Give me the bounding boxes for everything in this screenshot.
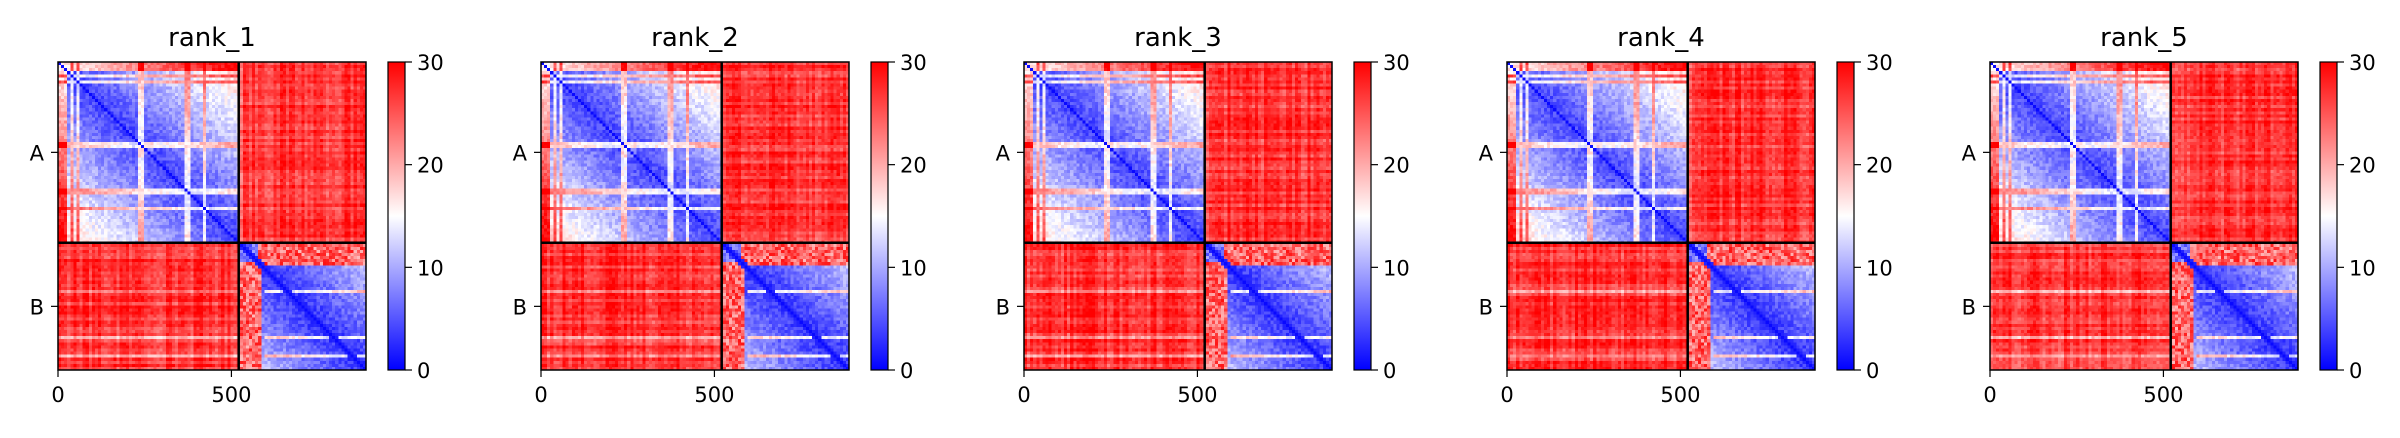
y-tick-label-chain: B: [1962, 295, 1976, 319]
x-tick-label: 0: [534, 383, 547, 407]
x-tick-label: 500: [694, 383, 734, 407]
colorbar-tick-label: 30: [1866, 51, 1893, 75]
colorbar-tick-label: 10: [1866, 256, 1893, 280]
colorbar: [387, 61, 406, 371]
x-tick-label: 0: [1983, 383, 1996, 407]
colorbar-tick-label: 10: [1383, 256, 1410, 280]
subplot-title: rank_4: [1617, 23, 1705, 53]
subplot-rank-1: rank_1 0 500 A B 0 10 20 30: [30, 23, 444, 407]
y-tick-label-chain: B: [1479, 295, 1493, 319]
colorbar-tick-label: 20: [900, 154, 927, 178]
colorbar-tick-label: 30: [2349, 51, 2376, 75]
x-tick-label: 0: [1017, 383, 1030, 407]
colorbar-tick-label: 10: [417, 256, 444, 280]
colorbar-tick-label: 10: [900, 256, 927, 280]
pae-heatmap: [58, 62, 366, 370]
colorbar-tick-label: 20: [417, 154, 444, 178]
y-tick-label-chain: A: [30, 141, 45, 165]
x-tick-label: 500: [2143, 383, 2183, 407]
x-tick-label: 0: [51, 383, 64, 407]
subplot-rank-5: rank_5 0 500 A B 0 10 20 30: [1962, 23, 2376, 407]
colorbar: [1353, 61, 1372, 371]
colorbar-tick-label: 0: [1383, 359, 1396, 383]
pae-heatmap: [1024, 62, 1332, 370]
plot-frame: [540, 61, 850, 371]
subplot-title: rank_1: [168, 23, 256, 53]
subplot-title: rank_5: [2100, 23, 2188, 53]
colorbar: [1836, 61, 1855, 371]
colorbar-tick-label: 30: [1383, 51, 1410, 75]
subplot-rank-4: rank_4 0 500 A B 0 10 20 30: [1479, 23, 1893, 407]
pae-heatmap: [541, 62, 849, 370]
colorbar-tick-label: 20: [1383, 154, 1410, 178]
colorbar-tick-label: 0: [900, 359, 913, 383]
plot-frame: [1506, 61, 1816, 371]
plot-frame: [1023, 61, 1333, 371]
colorbar: [870, 61, 889, 371]
colorbar-tick-label: 0: [1866, 359, 1879, 383]
colorbar-tick-label: 0: [2349, 359, 2362, 383]
colorbar-tick-label: 10: [2349, 256, 2376, 280]
subplot-rank-2: rank_2 0 500 A B 0 10 20 30: [513, 23, 927, 407]
y-tick-label-chain: A: [1479, 141, 1494, 165]
y-tick-label-chain: A: [996, 141, 1011, 165]
subplot-title: rank_2: [651, 23, 739, 53]
x-tick-label: 500: [211, 383, 251, 407]
pae-heatmap: [1990, 62, 2298, 370]
plot-frame: [57, 61, 367, 371]
colorbar-tick-label: 20: [2349, 154, 2376, 178]
colorbar-tick-label: 0: [417, 359, 430, 383]
pae-heatmap: [1507, 62, 1815, 370]
y-tick-label-chain: A: [1962, 141, 1977, 165]
colorbar-tick-label: 30: [417, 51, 444, 75]
colorbar-tick-label: 20: [1866, 154, 1893, 178]
y-tick-label-chain: A: [513, 141, 528, 165]
y-tick-label-chain: B: [513, 295, 527, 319]
colorbar-tick-label: 30: [900, 51, 927, 75]
y-tick-label-chain: B: [996, 295, 1010, 319]
subplot-title: rank_3: [1134, 23, 1222, 53]
subplot-rank-3: rank_3 0 500 A B 0 10 20 30: [996, 23, 1410, 407]
x-tick-label: 500: [1177, 383, 1217, 407]
x-tick-label: 500: [1660, 383, 1700, 407]
colorbar: [2319, 61, 2338, 371]
plot-frame: [1989, 61, 2299, 371]
x-tick-label: 0: [1500, 383, 1513, 407]
y-tick-label-chain: B: [30, 295, 44, 319]
